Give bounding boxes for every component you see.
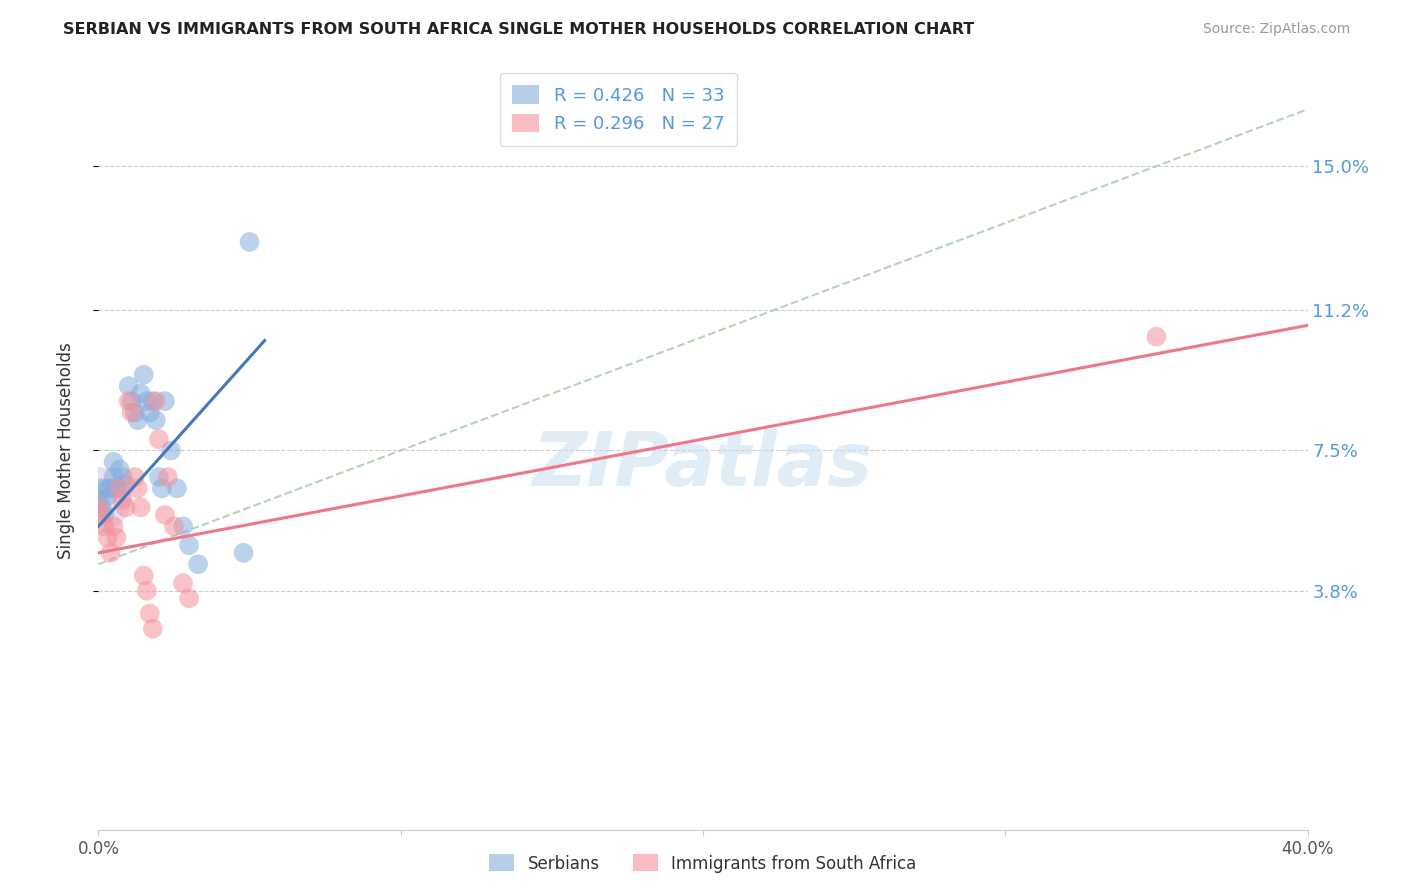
Point [127,482,149,496]
Point [232,546,254,560]
Point [105,482,128,496]
Point [111,470,134,484]
Point [129,386,152,401]
Point [121,394,143,409]
Point [166,482,188,496]
Point [132,368,155,382]
Point [142,622,165,636]
Point [108,482,131,496]
Point [96,489,118,503]
Point [90,508,112,522]
Text: SERBIAN VS IMMIGRANTS FROM SOUTH AFRICA SINGLE MOTHER HOUSEHOLDS CORRELATION CHA: SERBIAN VS IMMIGRANTS FROM SOUTH AFRICA … [63,22,974,37]
Point [172,519,194,533]
Point [145,394,167,409]
Point [103,519,125,533]
Point [100,546,122,560]
Point [150,482,173,496]
Point [90,482,112,496]
Point [96,482,118,496]
Point [148,470,170,484]
Point [90,500,112,515]
Point [114,500,136,515]
Point [179,591,201,606]
Point [172,576,194,591]
Point [135,583,157,598]
Legend: Serbians, Immigrants from South Africa: Serbians, Immigrants from South Africa [482,847,924,880]
Point [1144,330,1167,344]
Point [139,607,162,621]
Point [163,519,186,533]
Point [135,394,157,409]
Point [121,405,143,420]
Point [156,470,179,484]
Point [111,492,134,507]
Legend: R = 0.426   N = 33, R = 0.296   N = 27: R = 0.426 N = 33, R = 0.296 N = 27 [499,73,737,145]
Point [129,500,152,515]
Point [118,394,141,409]
Point [108,462,131,476]
Point [87,492,110,507]
Point [118,379,141,393]
Point [153,394,176,409]
Point [103,470,125,484]
Point [187,557,209,572]
Point [148,432,170,446]
Point [239,235,262,249]
Point [124,470,146,484]
Point [93,519,115,533]
Point [153,508,176,522]
Text: Source: ZipAtlas.com: Source: ZipAtlas.com [1202,22,1350,37]
Point [100,482,122,496]
Point [127,413,149,427]
Point [114,477,136,491]
Point [105,531,128,545]
Point [139,405,162,420]
Point [87,492,110,507]
Point [160,443,183,458]
Point [145,413,167,427]
Point [142,394,165,409]
Point [96,531,118,545]
Point [103,455,125,469]
Point [87,500,110,515]
Text: ZIPatlas: ZIPatlas [533,429,873,502]
Point [179,538,201,552]
Point [132,568,155,582]
Y-axis label: Single Mother Households: Single Mother Households [56,343,75,558]
Point [124,405,146,420]
Point [93,508,115,522]
